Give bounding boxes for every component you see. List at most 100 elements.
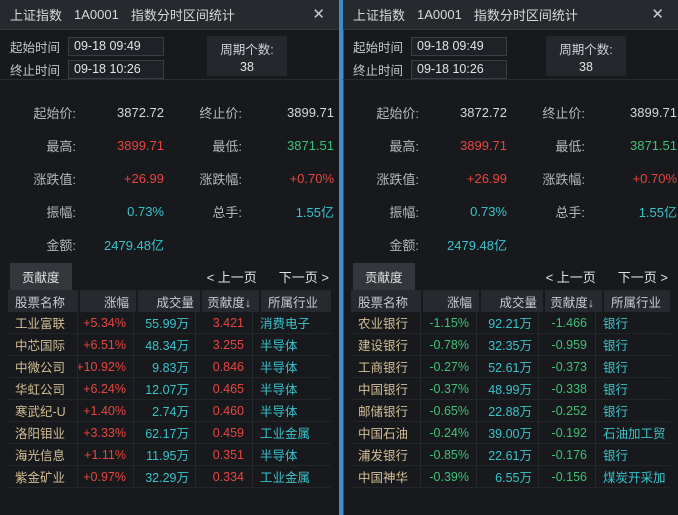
stat-value: 1.55亿 xyxy=(295,205,334,220)
column-header: 成交量 xyxy=(138,290,200,312)
table-row[interactable]: 建设银行 -0.78% 32.35万 -0.959 银行 xyxy=(351,334,670,356)
column-header[interactable]: 贡献度↓ xyxy=(545,290,602,312)
table-row[interactable]: 浦发银行 -0.85% 22.61万 -0.176 银行 xyxy=(351,444,670,466)
table-row[interactable]: 邮储银行 -0.65% 22.88万 -0.252 银行 xyxy=(351,400,670,422)
cell-industry: 银行 xyxy=(603,339,629,353)
cell-volume: 92.21万 xyxy=(477,312,539,333)
close-icon[interactable]: ✕ xyxy=(651,6,664,23)
cell-industry: 半导体 xyxy=(260,449,298,463)
period-count-box: 周期个数: 38 xyxy=(207,36,287,76)
table-row[interactable]: 工商银行 -0.27% 52.61万 -0.373 银行 xyxy=(351,356,670,378)
cell-industry: 银行 xyxy=(603,449,629,463)
cell-industry: 工业金属 xyxy=(260,471,311,485)
table-row[interactable]: 中芯国际 +6.51% 48.34万 3.255 半导体 xyxy=(8,334,331,356)
table-header-row: 股票名称 涨幅 成交量 贡献度↓ 所属行业 xyxy=(8,290,331,312)
cell-volume: 9.83万 xyxy=(134,356,196,377)
end-time-input[interactable]: 09-18 10:26 xyxy=(411,59,507,79)
pagination: < 上一页 下一页 > xyxy=(546,267,668,286)
cell-industry: 银行 xyxy=(603,361,629,375)
tab-contribution[interactable]: 贡献度 xyxy=(353,262,415,290)
table-row[interactable]: 中国石油 -0.24% 39.00万 -0.192 石油加工贸 xyxy=(351,422,670,444)
period-count-label: 周期个数: xyxy=(220,43,274,57)
end-time-input[interactable]: 09-18 10:26 xyxy=(68,59,164,79)
start-time-input[interactable]: 09-18 09:49 xyxy=(411,36,507,56)
end-time-label: 终止时间 xyxy=(10,63,61,78)
cell-name: 寒武纪-U xyxy=(8,400,78,421)
close-icon[interactable]: ✕ xyxy=(312,6,325,23)
window-titlebar: 上证指数 1A0001 指数分时区间统计 ✕ xyxy=(343,0,678,30)
cell-industry: 半导体 xyxy=(260,339,298,353)
index-interval-stats-window: 上证指数 1A0001 指数分时区间统计 ✕ 起始时间 09-18 09:49 … xyxy=(339,0,678,515)
cell-industry: 半导体 xyxy=(260,361,298,375)
cell-volume: 48.34万 xyxy=(134,334,196,355)
stat-label: 涨跌值: xyxy=(376,172,419,187)
cell-change: +3.33% xyxy=(78,422,134,443)
stat-label: 总手: xyxy=(555,205,585,220)
cell-change: +10.92% xyxy=(78,356,134,377)
next-page-button[interactable]: 下一页 > xyxy=(617,269,668,285)
cell-name: 中微公司 xyxy=(8,356,78,377)
stat-label: 总手: xyxy=(212,205,242,220)
cell-name: 洛阳钼业 xyxy=(8,422,78,443)
cell-name: 工业富联 xyxy=(8,312,78,333)
cell-change: +1.11% xyxy=(78,444,134,465)
cell-volume: 52.61万 xyxy=(477,356,539,377)
cell-contribution: -0.373 xyxy=(539,356,596,377)
table-row[interactable]: 华虹公司 +6.24% 12.07万 0.465 半导体 xyxy=(8,378,331,400)
table-row[interactable]: 中国银行 -0.37% 48.99万 -0.338 银行 xyxy=(351,378,670,400)
time-range-section: 起始时间 09-18 09:49 终止时间 09-18 10:26 周期个数: … xyxy=(343,30,678,80)
stat-label: 最高: xyxy=(389,139,419,154)
cell-volume: 39.00万 xyxy=(477,422,539,443)
prev-page-button[interactable]: < 上一页 xyxy=(206,269,257,285)
next-page-button[interactable]: 下一页 > xyxy=(278,269,329,285)
cell-change: -0.27% xyxy=(421,356,477,377)
stat-value: 3899.71 xyxy=(630,105,677,120)
table-toolbar: 贡献度 < 上一页 下一页 > xyxy=(343,262,678,290)
cell-name: 中国银行 xyxy=(351,378,421,399)
column-header: 成交量 xyxy=(481,290,543,312)
table-row[interactable]: 中国神华 -0.39% 6.55万 -0.156 煤炭开采加 xyxy=(351,466,670,488)
index-code: 1A0001 xyxy=(74,7,119,22)
table-row[interactable]: 中微公司 +10.92% 9.83万 0.846 半导体 xyxy=(8,356,331,378)
cell-industry: 工业金属 xyxy=(260,427,311,441)
cell-contribution: -0.959 xyxy=(539,334,596,355)
table-row[interactable]: 工业富联 +5.34% 55.99万 3.421 消费电子 xyxy=(8,312,331,334)
column-header[interactable]: 贡献度↓ xyxy=(202,290,259,312)
table-row[interactable]: 紫金矿业 +0.97% 32.29万 0.334 工业金属 xyxy=(8,466,331,488)
cell-industry: 银行 xyxy=(603,405,629,419)
cell-volume: 11.95万 xyxy=(134,444,196,465)
pagination: < 上一页 下一页 > xyxy=(207,267,329,286)
window-title: 指数分时区间统计 xyxy=(130,8,235,23)
table-body: 工业富联 +5.34% 55.99万 3.421 消费电子 中芯国际 +6.51% 48.34… xyxy=(8,312,331,488)
tab-contribution[interactable]: 贡献度 xyxy=(10,262,72,290)
cell-volume: 32.35万 xyxy=(477,334,539,355)
cell-change: +0.97% xyxy=(78,466,134,487)
table-row[interactable]: 农业银行 -1.15% 92.21万 -1.466 银行 xyxy=(351,312,670,334)
table-row[interactable]: 寒武纪-U +1.40% 2.74万 0.460 半导体 xyxy=(8,400,331,422)
period-count-label: 周期个数: xyxy=(559,43,613,57)
cell-name: 浦发银行 xyxy=(351,444,421,465)
stat-value: 0.73% xyxy=(470,204,507,219)
stat-label: 振幅: xyxy=(46,205,76,220)
column-header: 所属行业 xyxy=(604,290,670,312)
stat-value: +26.99 xyxy=(123,171,164,186)
contribution-table: 股票名称 涨幅 成交量 贡献度↓ 所属行业 工业富联 +5.34% 55.99万 3.421 消… xyxy=(8,290,331,488)
period-count-box: 周期个数: 38 xyxy=(546,36,626,76)
table-row[interactable]: 洛阳钼业 +3.33% 62.17万 0.459 工业金属 xyxy=(8,422,331,444)
cell-contribution: -0.156 xyxy=(539,466,596,487)
stat-label: 最高: xyxy=(46,139,76,154)
cell-volume: 55.99万 xyxy=(134,312,196,333)
cell-contribution: 3.255 xyxy=(196,334,253,355)
stat-value: 3871.51 xyxy=(630,138,677,153)
cell-volume: 22.88万 xyxy=(477,400,539,421)
column-header: 所属行业 xyxy=(261,290,331,312)
stat-value: 1.55亿 xyxy=(638,205,677,220)
start-time-input[interactable]: 09-18 09:49 xyxy=(68,36,164,56)
cell-volume: 32.29万 xyxy=(134,466,196,487)
stat-value: 3871.51 xyxy=(287,138,334,153)
cell-name: 华虹公司 xyxy=(8,378,78,399)
cell-name: 海光信息 xyxy=(8,444,78,465)
cell-change: +5.34% xyxy=(78,312,134,333)
prev-page-button[interactable]: < 上一页 xyxy=(545,269,596,285)
table-row[interactable]: 海光信息 +1.11% 11.95万 0.351 半导体 xyxy=(8,444,331,466)
